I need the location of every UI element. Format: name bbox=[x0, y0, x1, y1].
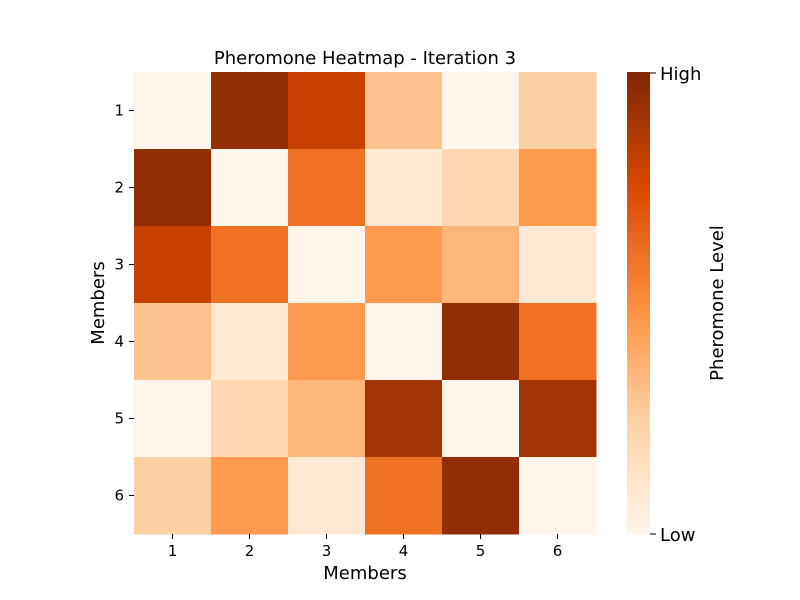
chart-title: Pheromone Heatmap - Iteration 3 bbox=[214, 48, 516, 69]
heatmap-cell-r6-c4 bbox=[365, 457, 443, 535]
heatmap-cell-r2-c3 bbox=[288, 149, 366, 227]
heatmap-cell-r1-c6 bbox=[519, 72, 597, 150]
heatmap-cell-r1-c1 bbox=[134, 72, 212, 150]
heatmap-cell-r3-c3 bbox=[288, 226, 366, 304]
heatmap-cell-r5-c4 bbox=[365, 380, 443, 458]
y-tick-label: 4 bbox=[114, 333, 124, 351]
heatmap-cell-r6-c6 bbox=[519, 457, 597, 535]
heatmap-cell-r6-c5 bbox=[442, 457, 520, 535]
colorbar-tick-high: High bbox=[660, 64, 701, 85]
x-tick-label: 1 bbox=[168, 542, 178, 560]
heatmap-cell-r6-c2 bbox=[211, 457, 289, 535]
heatmap-cell-r5-c3 bbox=[288, 380, 366, 458]
heatmap-cell-r2-c4 bbox=[365, 149, 443, 227]
heatmap-cell-r4-c4 bbox=[365, 303, 443, 381]
y-axis-ticks: 1 2 3 4 5 6 bbox=[114, 102, 134, 505]
heatmap-cell-r6-c3 bbox=[288, 457, 366, 535]
heatmap-cell-r3-c1 bbox=[134, 226, 212, 304]
heatmap-cell-r2-c1 bbox=[134, 149, 212, 227]
x-axis-label: Members bbox=[323, 563, 406, 584]
heatmap-cell-r1-c4 bbox=[365, 72, 443, 150]
heatmap-cell-r2-c5 bbox=[442, 149, 520, 227]
heatmap-cell-r5-c2 bbox=[211, 380, 289, 458]
heatmap-cell-r3-c2 bbox=[211, 226, 289, 304]
y-tick-label: 1 bbox=[114, 102, 124, 120]
x-axis-ticks: 1 2 3 4 5 6 bbox=[168, 534, 563, 560]
x-tick-label: 4 bbox=[399, 542, 409, 560]
heatmap-cell-r2-c6 bbox=[519, 149, 597, 227]
heatmap-cell-r5-c6 bbox=[519, 380, 597, 458]
heatmap-cell-r4-c2 bbox=[211, 303, 289, 381]
x-tick-label: 5 bbox=[476, 542, 486, 560]
heatmap-cell-r4-c1 bbox=[134, 303, 212, 381]
y-tick-label: 2 bbox=[114, 179, 124, 197]
heatmap-cell-r4-c3 bbox=[288, 303, 366, 381]
heatmap-cell-r5-c5 bbox=[442, 380, 520, 458]
x-tick-label: 2 bbox=[245, 542, 255, 560]
x-tick-label: 3 bbox=[322, 542, 332, 560]
heatmap-cells bbox=[134, 72, 597, 535]
heatmap-cell-r6-c1 bbox=[134, 457, 212, 535]
colorbar-label: Pheromone Level bbox=[707, 225, 728, 381]
heatmap-cell-r2-c2 bbox=[211, 149, 289, 227]
heatmap-cell-r3-c4 bbox=[365, 226, 443, 304]
heatmap-cell-r4-c6 bbox=[519, 303, 597, 381]
heatmap-cell-r1-c2 bbox=[211, 72, 289, 150]
y-tick-label: 5 bbox=[114, 410, 124, 428]
heatmap-cell-r5-c1 bbox=[134, 380, 212, 458]
heatmap-cell-r4-c5 bbox=[442, 303, 520, 381]
y-tick-label: 6 bbox=[114, 487, 124, 505]
heatmap-cell-r3-c5 bbox=[442, 226, 520, 304]
heatmap-cell-r1-c3 bbox=[288, 72, 366, 150]
y-tick-label: 3 bbox=[114, 256, 124, 274]
colorbar bbox=[627, 72, 650, 534]
y-axis-label: Members bbox=[88, 261, 109, 344]
x-tick-label: 6 bbox=[553, 542, 563, 560]
heatmap-cell-r1-c5 bbox=[442, 72, 520, 150]
colorbar-tick-low: Low bbox=[660, 525, 695, 546]
heatmap-cell-r3-c6 bbox=[519, 226, 597, 304]
